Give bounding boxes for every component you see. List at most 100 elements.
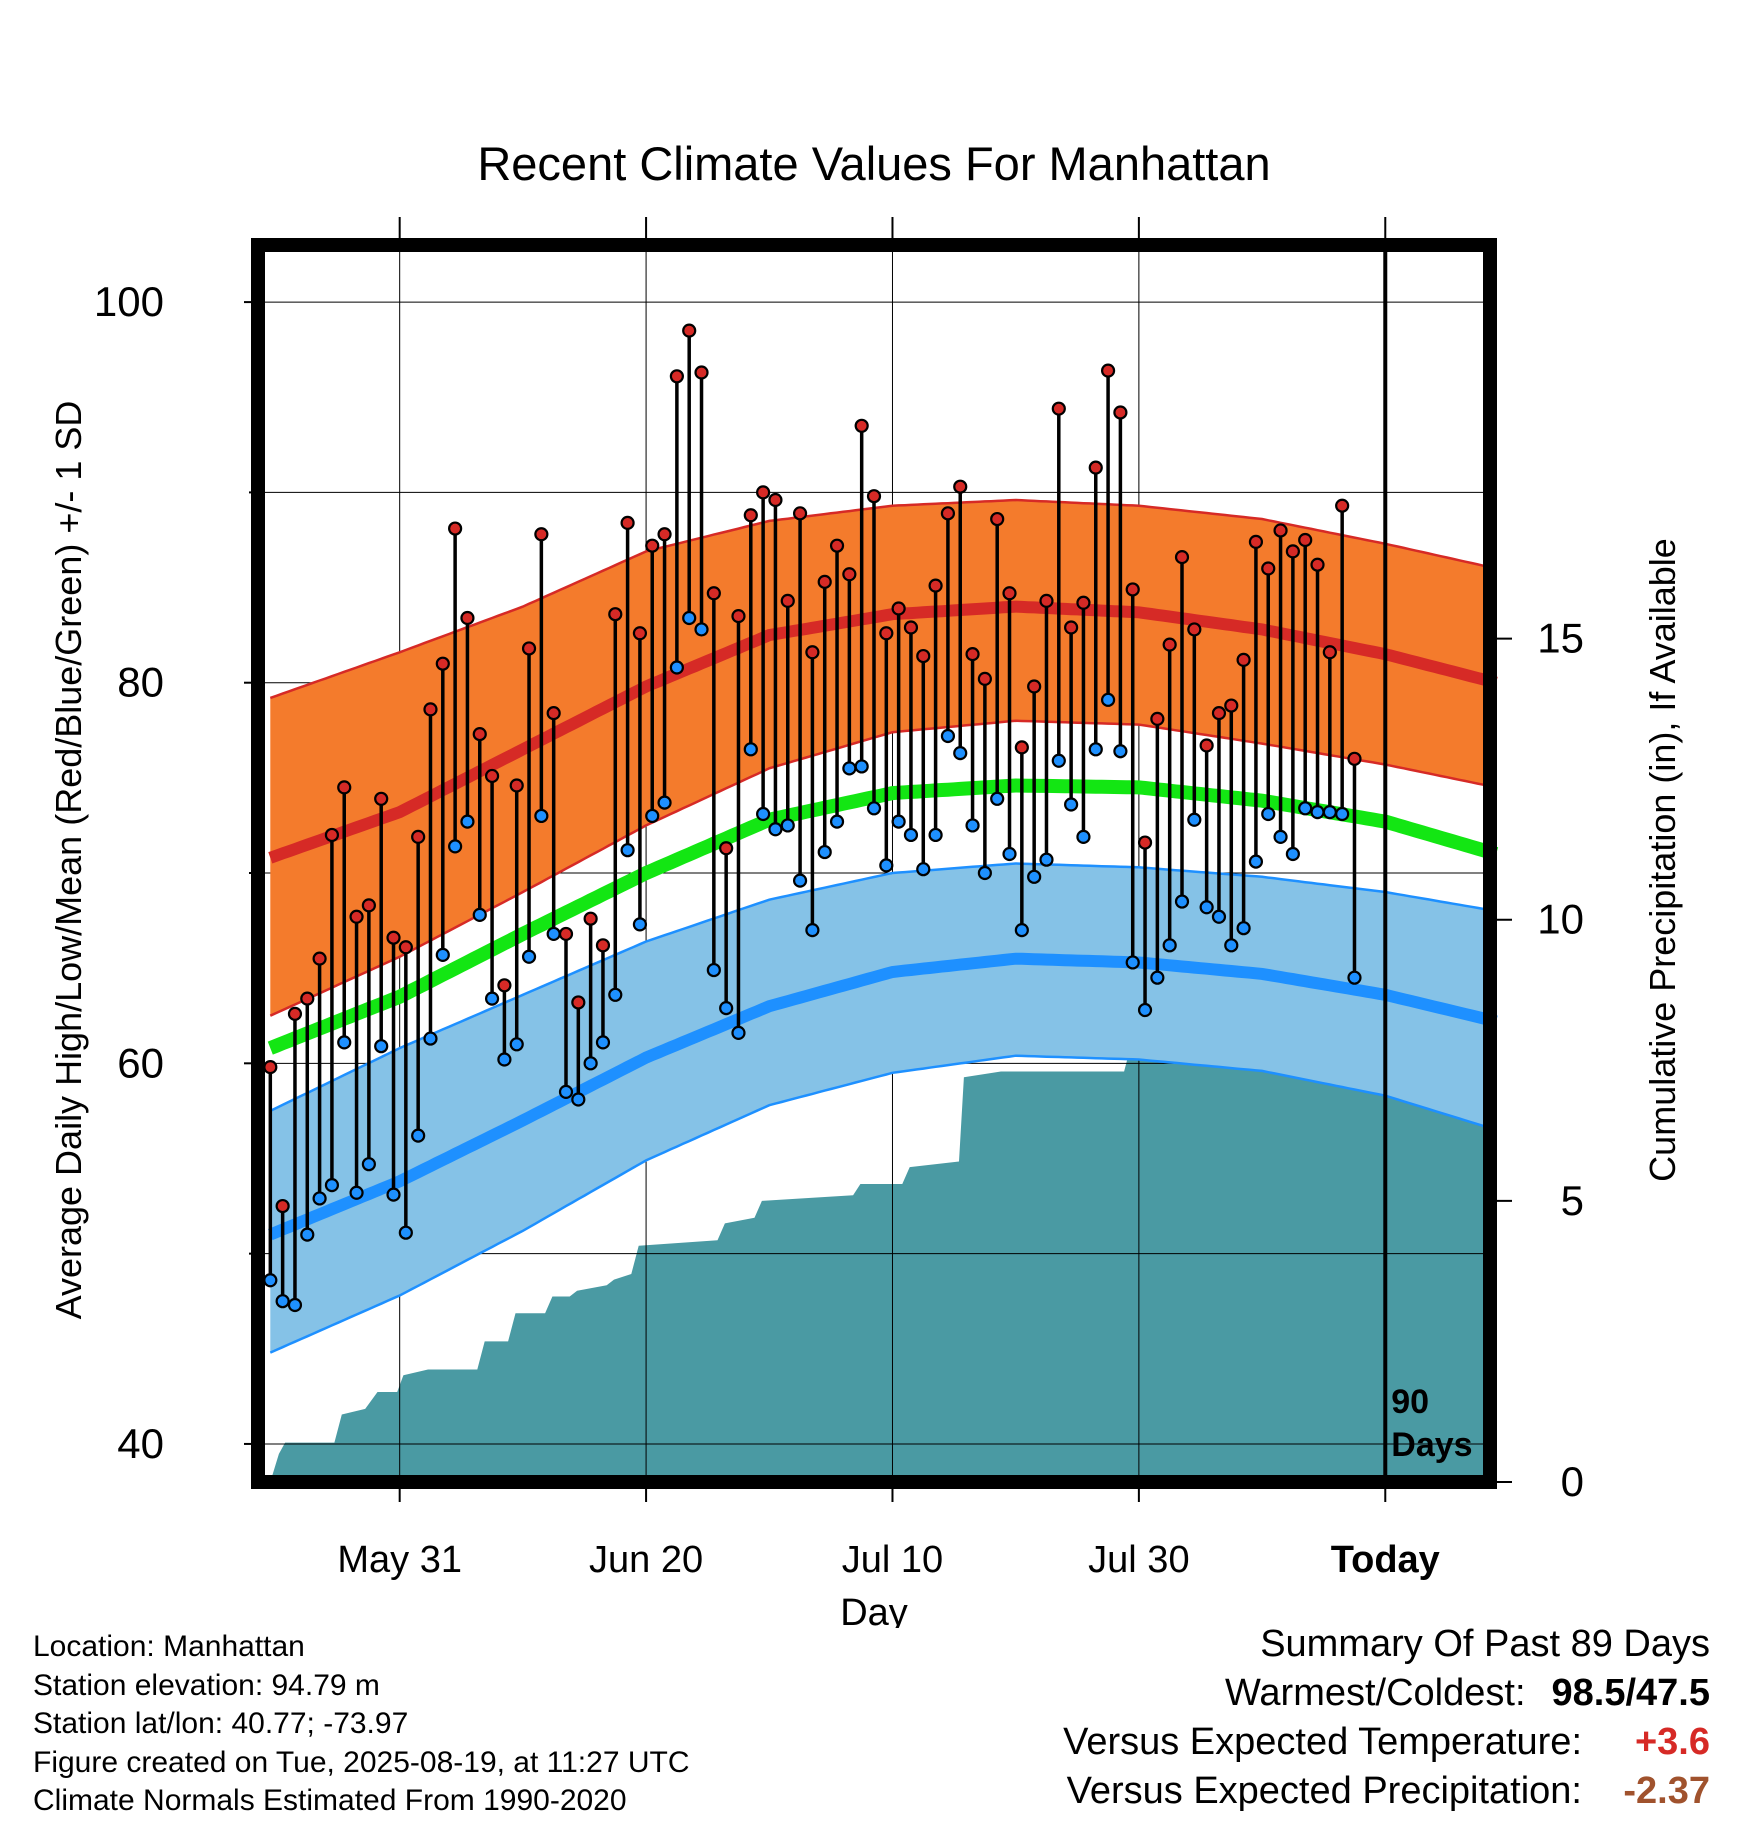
daily-low-point [620,843,635,858]
daily-low-point [534,808,549,824]
daily-low-point [842,761,857,776]
daily-high-point [1076,595,1091,610]
daily-high-point [1100,363,1116,378]
daily-high-point [990,511,1005,527]
daily-high-point [916,648,931,664]
daily-high-point [731,608,746,624]
daily-high-point [521,641,537,656]
daily-low-point [990,791,1005,806]
daily-high-point [546,706,561,721]
daily-high-point [1285,544,1300,559]
daily-low-point [854,759,869,774]
daily-low-point [497,1052,512,1067]
daily-high-point [940,506,956,521]
daily-low-point [792,873,808,888]
today-days-word: Days [1391,1426,1472,1464]
daily-high-point [1137,835,1153,850]
y2-tick-label: 10 [1537,896,1584,943]
chart-title: Recent Climate Values For Manhattan [477,137,1270,190]
x-axis-label: Day [840,1592,908,1628]
daily-low-point [1298,801,1313,816]
daily-high-point [842,567,857,582]
daily-low-point [903,827,919,843]
daily-low-point [829,814,845,829]
daily-low-point [300,1227,315,1242]
latlon-text: Station lat/lon: 40.77; -73.97 [33,1707,409,1740]
low-lower-edge [269,1054,1497,1354]
temp-anomaly-label: Versus Expected Temperature: [1063,1721,1582,1763]
daily-high-point [398,940,413,955]
low-mean-line [268,952,1498,1241]
daily-high-point [829,538,845,553]
daily-low-point [1273,829,1288,844]
daily-high-point [1125,582,1140,597]
daily-high-point [1027,679,1042,694]
daily-low-point [977,865,992,881]
daily-high-point [669,369,684,384]
daily-low-point [374,1039,389,1054]
daily-low-point [423,1031,438,1046]
summary-heading: Summary Of Past 89 Days [1260,1623,1710,1665]
x-tick-label: May 31 [337,1539,462,1581]
daily-high-point [1039,593,1054,608]
daily-low-point [694,622,709,637]
daily-low-point [608,987,623,1002]
daily-observations [263,323,1362,1313]
daily-high-point [460,610,475,626]
daily-low-point [1113,744,1128,759]
daily-low-point [411,1128,426,1143]
daily-low-point [1187,812,1202,827]
daily-low-point [1162,938,1177,953]
daily-low-point [1051,753,1066,768]
daily-high-point [1273,523,1288,538]
daily-low-point [263,1273,278,1288]
daily-high-point [1002,586,1017,601]
daily-high-point [509,778,524,793]
daily-low-point [460,814,475,829]
low-sd-band [270,863,1497,1353]
daily-low-point [953,746,968,761]
plot-frame [251,238,1497,1489]
y2-tick-label: 5 [1561,1177,1584,1224]
daily-high-point [1014,740,1029,755]
daily-low-point [1199,900,1214,915]
daily-low-point [312,1191,327,1206]
daily-high-point [706,586,721,601]
daily-low-point [706,962,721,978]
daily-high-point [1088,460,1103,475]
daily-low-point [731,1025,746,1040]
daily-high-point [928,578,943,593]
daily-high-point [386,930,401,945]
daily-high-point [977,671,992,687]
daily-high-point [792,506,808,521]
daily-low-point [645,808,660,824]
daily-low-point [669,660,684,675]
station-info: Location: Manhattan Station elevation: 9… [33,1628,690,1821]
daily-high-point [1248,534,1264,549]
y-tick-label: 60 [117,1039,164,1086]
daily-high-point [817,574,832,589]
today-days-number: 90 [1391,1383,1429,1421]
daily-high-point [448,521,463,536]
x-tick-label: Jul 30 [1088,1539,1189,1581]
daily-high-point [1150,711,1165,726]
daily-low-point [509,1037,524,1052]
daily-low-point [1224,938,1239,953]
daily-high-point [411,829,426,844]
daily-low-point [879,858,894,873]
daily-high-point [1113,405,1128,420]
summary-panel: Summary Of Past 89 Days Warmest/Coldest:… [810,1620,1710,1816]
daily-low-point [595,1035,611,1050]
daily-low-point [780,818,795,833]
daily-high-point [374,791,389,806]
elevation-text: Station elevation: 94.79 m [33,1668,380,1702]
daily-high-point [1199,738,1214,753]
x-tick-label: Jun 20 [589,1539,703,1581]
daily-high-point [583,911,598,926]
daily-high-point [423,702,438,717]
location-text: Location: Manhattan [33,1630,305,1663]
daily-high-point [287,1006,303,1021]
y-tick-label: 80 [117,659,164,706]
daily-high-point [1310,557,1325,572]
daily-high-point [324,827,340,843]
